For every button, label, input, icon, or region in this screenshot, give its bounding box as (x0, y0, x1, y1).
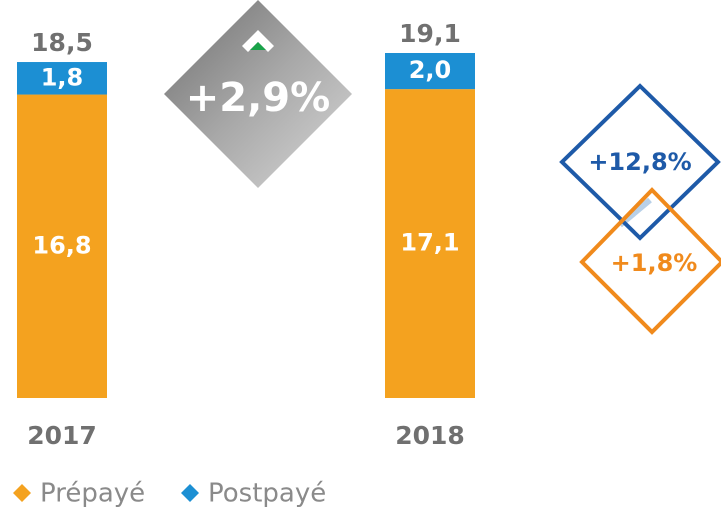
bar-segment (385, 53, 475, 90)
bar-segment (385, 89, 475, 398)
arrow-up (250, 42, 266, 50)
value-label: 16,8 (32, 231, 91, 259)
total-label: 19,1 (399, 19, 461, 48)
value-label: 17,1 (400, 229, 459, 257)
prepaid-growth: +1,8% (611, 249, 698, 277)
total-growth: +2,9% (186, 75, 330, 121)
bar-segment (17, 62, 107, 95)
growth-diamond (164, 0, 352, 188)
legend-label: Prépayé (40, 479, 145, 509)
bar-segment (17, 94, 107, 399)
postpaid-diamond (559, 83, 721, 241)
category-label: 2017 (27, 421, 97, 450)
legend-marker (13, 484, 31, 502)
prepaid-diamond (579, 187, 721, 335)
total-label: 18,5 (31, 28, 93, 57)
value-label: 1,8 (41, 63, 84, 91)
chevron (242, 30, 274, 52)
value-label: 2,0 (409, 56, 452, 84)
legend-marker (181, 484, 199, 502)
legend-label: Postpayé (208, 479, 326, 509)
postpaid-growth: +12,8% (588, 148, 691, 176)
category-label: 2018 (395, 421, 465, 450)
